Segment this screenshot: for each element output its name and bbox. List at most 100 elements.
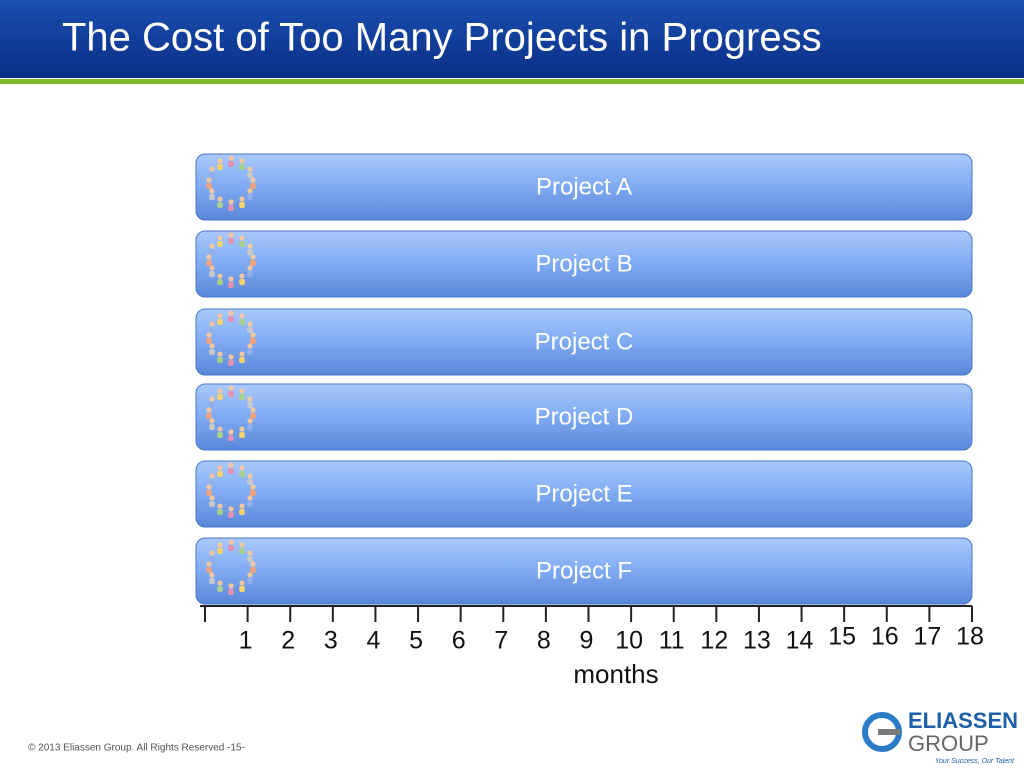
team-icon-head — [217, 542, 223, 548]
team-icon-body — [247, 194, 253, 200]
team-icon-body — [239, 547, 245, 554]
team-icon-body — [206, 567, 212, 573]
team-icon-body — [228, 360, 234, 366]
month-label: 1 — [239, 627, 253, 655]
team-icon-body — [228, 545, 234, 551]
team-icon-body — [239, 393, 245, 400]
team-icon-body — [247, 349, 253, 355]
team-icon-body — [247, 479, 253, 485]
slide-title: The Cost of Too Many Projects in Progres… — [62, 16, 822, 60]
team-icon-body — [239, 357, 245, 364]
team-icon-body — [250, 413, 256, 419]
team-icon-head — [209, 243, 215, 249]
logo-line2: GROUP — [908, 731, 989, 756]
month-label: 9 — [580, 627, 594, 655]
team-icon-body — [250, 260, 256, 266]
team-icon-body — [228, 316, 234, 322]
team-icon-body — [239, 163, 245, 170]
team-icon-head — [209, 321, 215, 327]
team-icon-body — [206, 183, 212, 189]
team-icon-body — [217, 357, 223, 364]
team-icon-head — [247, 495, 253, 501]
team-icon-head — [217, 503, 223, 509]
logo-tagline: Your Success, Our Talent — [935, 758, 1015, 765]
team-icon-head — [250, 177, 256, 183]
team-icon-head — [247, 396, 253, 402]
team-icon-head — [206, 177, 212, 183]
team-icon-head — [247, 550, 253, 556]
team-icon-body — [247, 578, 253, 584]
team-icon-body — [228, 161, 234, 167]
month-label: 3 — [324, 627, 338, 655]
team-icon-head — [217, 580, 223, 586]
project-bar — [195, 153, 973, 221]
project-label: Project C — [535, 328, 634, 355]
team-icon-head — [250, 407, 256, 413]
project-bar — [195, 230, 973, 298]
team-icon-body — [228, 435, 234, 441]
team-icon-head — [209, 572, 215, 578]
month-label: 18 — [956, 623, 984, 651]
team-icon-head — [209, 473, 215, 479]
team-icon-head — [217, 235, 223, 241]
team-icon-head — [217, 313, 223, 319]
team-icon-head — [209, 343, 215, 349]
team-icon-body — [217, 586, 223, 593]
team-icon-body — [209, 249, 215, 255]
team-icon-body — [217, 432, 223, 439]
team-icon-body — [209, 556, 215, 562]
team-icon-head — [217, 196, 223, 202]
project-bar — [195, 383, 973, 451]
team-icon-body — [247, 402, 253, 408]
team-icon-body — [209, 424, 215, 430]
team-icon-body — [247, 327, 253, 333]
team-icon-body — [209, 501, 215, 507]
team-icon-head — [247, 572, 253, 578]
team-icon-head — [250, 484, 256, 490]
team-icon-body — [239, 586, 245, 593]
team-icon-body — [217, 318, 223, 325]
team-icon-body — [209, 578, 215, 584]
team-icon-head — [247, 321, 253, 327]
month-label: 13 — [743, 627, 771, 655]
team-icon-head — [217, 426, 223, 432]
team-icon-head — [228, 462, 234, 468]
project-label: Project F — [536, 557, 632, 584]
team-icon-head — [228, 310, 234, 316]
team-icon-body — [239, 470, 245, 477]
month-label: 10 — [615, 627, 643, 655]
team-icon-head — [228, 199, 234, 205]
header-rule — [0, 79, 1024, 84]
team-icon-head — [228, 429, 234, 435]
logo-mark-bar — [878, 729, 900, 735]
team-icon-body — [247, 249, 253, 255]
team-icon-head — [209, 188, 215, 194]
team-icon-head — [209, 495, 215, 501]
team-icon-body — [228, 589, 234, 595]
team-icon-body — [209, 172, 215, 178]
team-icon-head — [228, 539, 234, 545]
team-icon-head — [228, 232, 234, 238]
team-icon-body — [247, 424, 253, 430]
month-label: 11 — [659, 627, 685, 655]
team-icon-head — [206, 484, 212, 490]
team-icon-head — [209, 418, 215, 424]
team-icon-head — [239, 235, 245, 241]
project-label: Project E — [535, 480, 632, 507]
team-icon-head — [206, 407, 212, 413]
team-icon-head — [209, 265, 215, 271]
team-icon-head — [228, 385, 234, 391]
team-icon-head — [247, 343, 253, 349]
month-label: 14 — [786, 627, 814, 655]
team-icon-body — [206, 490, 212, 496]
team-icon-head — [247, 166, 253, 172]
team-icon-body — [239, 240, 245, 247]
team-icon-body — [228, 238, 234, 244]
team-icon-body — [209, 349, 215, 355]
team-icon-body — [217, 163, 223, 170]
team-icon-head — [239, 313, 245, 319]
team-icon-body — [228, 512, 234, 518]
team-icon-body — [217, 279, 223, 286]
